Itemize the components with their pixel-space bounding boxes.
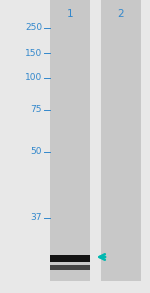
FancyBboxPatch shape [50,0,90,281]
Text: 150: 150 [25,49,42,57]
FancyBboxPatch shape [50,255,90,262]
FancyBboxPatch shape [100,0,141,281]
Text: 1: 1 [66,9,73,19]
Text: 50: 50 [30,147,42,156]
Text: 37: 37 [30,214,42,222]
Text: 100: 100 [25,74,42,83]
Text: 75: 75 [30,105,42,115]
Text: 2: 2 [117,9,124,19]
FancyBboxPatch shape [50,265,90,270]
Text: 250: 250 [25,23,42,33]
